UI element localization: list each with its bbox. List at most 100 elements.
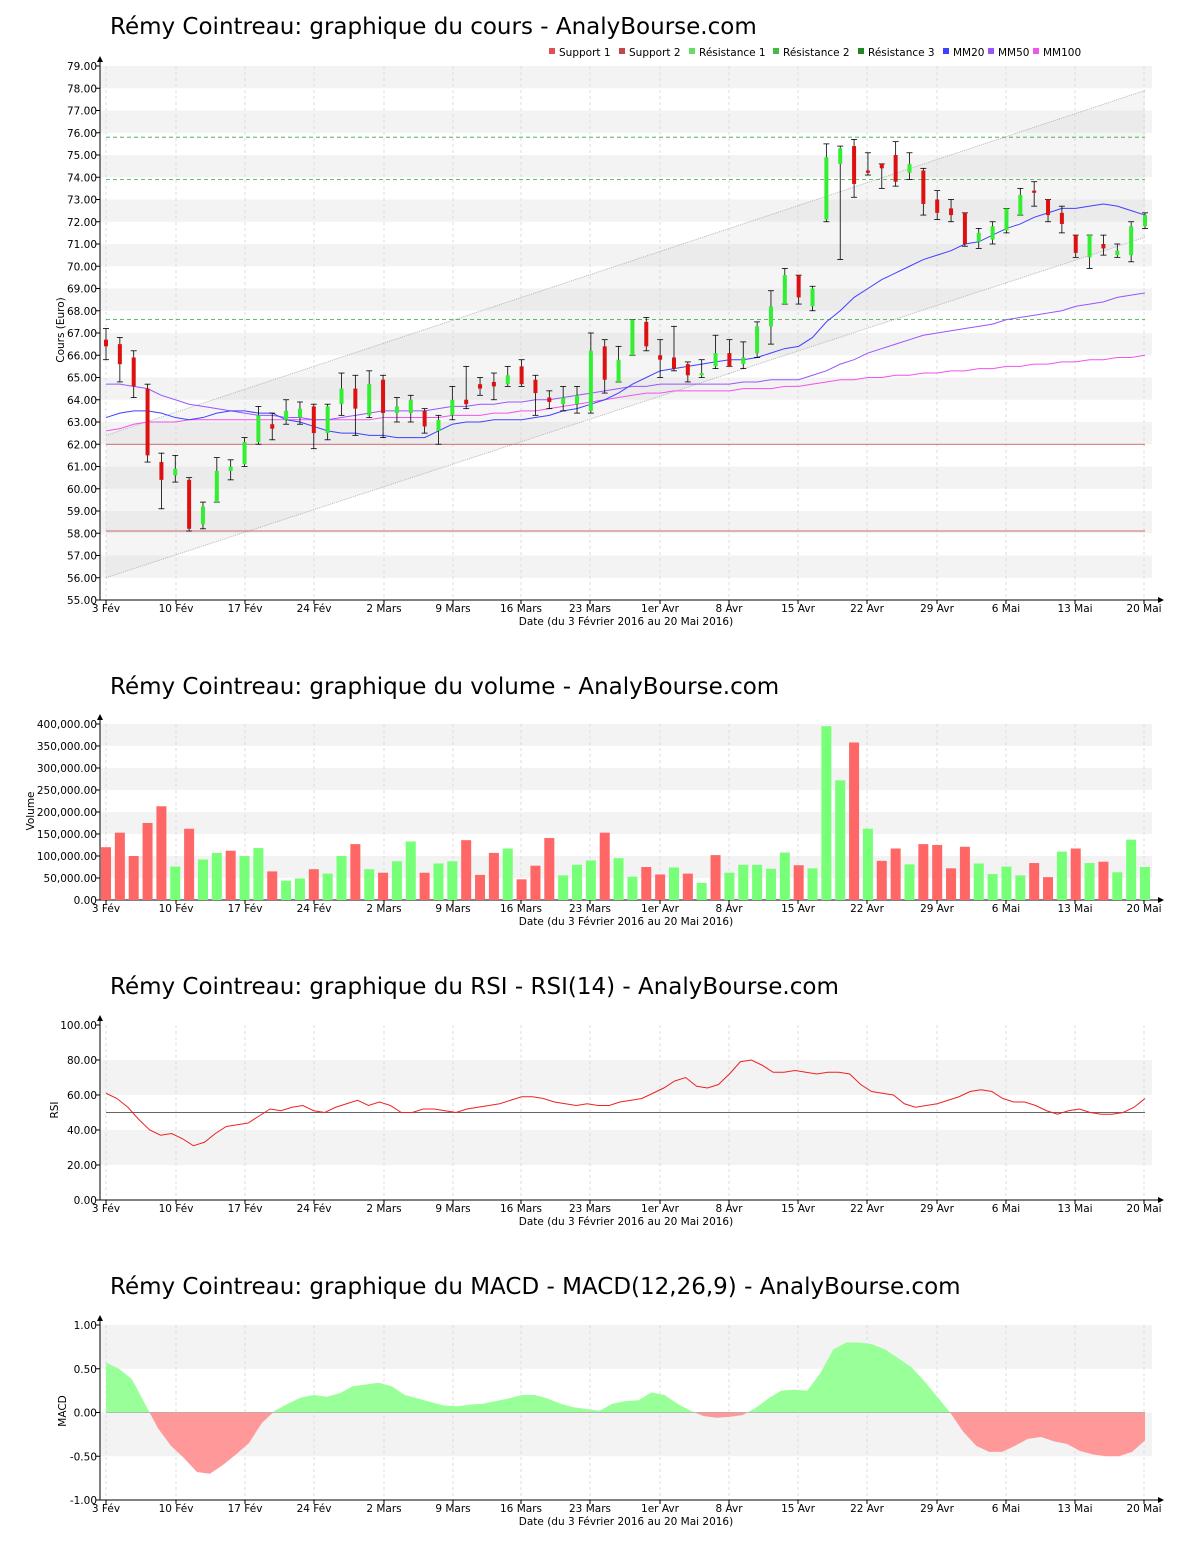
rsi-band bbox=[100, 1060, 1152, 1095]
volume-bar bbox=[225, 850, 236, 900]
volume-bar bbox=[793, 865, 804, 900]
volume-band bbox=[100, 812, 1152, 834]
price-candle-body bbox=[1073, 235, 1078, 253]
rsi-x-axis-label: Date (du 3 Février 2016 au 20 Mai 2016) bbox=[519, 1216, 733, 1228]
price-candle-body bbox=[630, 319, 635, 356]
price-candle-body bbox=[478, 384, 483, 389]
price-candle-body bbox=[1101, 244, 1106, 249]
rsi-y-tick-label: 40.00 bbox=[67, 1125, 97, 1137]
rsi-y-tick-label: 60.00 bbox=[67, 1090, 97, 1102]
volume-bar bbox=[267, 871, 278, 900]
price-candle-body bbox=[644, 321, 649, 347]
volume-y-tick-label: 150,000.00 bbox=[37, 829, 97, 841]
price-y-tick-label: 68.00 bbox=[67, 306, 97, 318]
volume-band bbox=[100, 724, 1152, 746]
macd-chart-title: Rémy Cointreau: graphique du MACD - MACD… bbox=[110, 1274, 961, 1300]
volume-bar bbox=[502, 848, 513, 900]
price-candle-body bbox=[1143, 215, 1147, 227]
price-candle-body bbox=[879, 163, 884, 169]
price-y-tick-label: 63.00 bbox=[67, 417, 97, 429]
volume-bar bbox=[724, 872, 735, 900]
volume-bar bbox=[849, 742, 860, 900]
price-channel-lower bbox=[105, 236, 1146, 579]
price-legend-label: Résistance 1 bbox=[699, 47, 766, 59]
price-legend-swatch bbox=[619, 48, 625, 54]
price-candle-body bbox=[159, 462, 164, 480]
rsi-x-tick-label: 13 Mai bbox=[1057, 1203, 1092, 1215]
rsi-y-axis-label: RSI bbox=[49, 1101, 61, 1118]
price-legend-swatch bbox=[689, 48, 695, 54]
volume-y-tick-label: 350,000.00 bbox=[37, 741, 97, 753]
price-y-tick-label: 76.00 bbox=[67, 128, 97, 140]
volume-bar bbox=[239, 856, 250, 900]
volume-bar bbox=[918, 844, 929, 900]
price-candle-body bbox=[810, 288, 815, 307]
macd-x-tick-label: 13 Mai bbox=[1057, 1503, 1092, 1515]
volume-bar bbox=[613, 858, 624, 900]
price-legend-swatch bbox=[858, 48, 864, 54]
price-candle-body bbox=[685, 364, 690, 376]
volume-band bbox=[100, 856, 1152, 878]
volume-x-tick-label: 17 Fév bbox=[228, 903, 263, 915]
price-candle-body bbox=[117, 344, 122, 365]
price-x-tick-label: 9 Mars bbox=[435, 603, 470, 615]
price-y-tick-label: 79.00 bbox=[67, 61, 97, 73]
price-candle-body bbox=[658, 355, 663, 360]
price-y-tick-label: 62.00 bbox=[67, 439, 97, 451]
price-candle-body bbox=[1059, 212, 1064, 224]
volume-bar bbox=[710, 855, 721, 900]
volume-x-tick-label: 22 Avr bbox=[850, 903, 884, 915]
volume-bar bbox=[1140, 867, 1150, 900]
macd-x-tick-label: 16 Mars bbox=[500, 1503, 542, 1515]
volume-x-tick-label: 1er Avr bbox=[641, 903, 680, 915]
price-legend-swatch bbox=[988, 48, 994, 54]
price-candle-body bbox=[367, 384, 372, 416]
volume-x-tick-label: 16 Mars bbox=[500, 903, 542, 915]
price-candle-body bbox=[104, 339, 108, 347]
price-candle-body bbox=[256, 415, 261, 443]
rsi-x-tick-label: 23 Mars bbox=[569, 1203, 611, 1215]
rsi-x-tick-label: 8 Avr bbox=[715, 1203, 743, 1215]
volume-bar bbox=[572, 864, 583, 900]
rsi-y-tick-label: 20.00 bbox=[67, 1160, 97, 1172]
price-candle-body bbox=[838, 148, 843, 164]
price-legend-label: MM20 bbox=[953, 47, 984, 59]
macd-x-tick-label: 15 Avr bbox=[781, 1503, 815, 1515]
macd-x-axis-label: Date (du 3 Février 2016 au 20 Mai 2016) bbox=[519, 1516, 733, 1528]
price-candle-body bbox=[865, 170, 870, 173]
volume-bar bbox=[114, 832, 125, 900]
rsi-x-tick-label: 9 Mars bbox=[435, 1203, 470, 1215]
macd-x-tick-label: 2 Mars bbox=[366, 1503, 401, 1515]
volume-bar bbox=[322, 873, 333, 900]
price-mm100-line bbox=[105, 354, 1146, 432]
price-candle-body bbox=[394, 406, 399, 414]
price-candle-body bbox=[381, 379, 386, 414]
volume-bar bbox=[308, 869, 319, 900]
volume-bar bbox=[1029, 863, 1040, 900]
price-legend-label: MM100 bbox=[1043, 47, 1081, 59]
volume-bar bbox=[391, 861, 402, 900]
price-legend-swatch bbox=[773, 48, 779, 54]
rsi-x-tick-label: 10 Fév bbox=[159, 1203, 194, 1215]
price-candle-body bbox=[824, 157, 829, 220]
price-x-axis-arrow bbox=[1158, 597, 1164, 603]
rsi-x-tick-label: 17 Fév bbox=[228, 1203, 263, 1215]
volume-y-tick-label: 200,000.00 bbox=[37, 807, 97, 819]
volume-bar bbox=[932, 845, 943, 900]
price-candle-body bbox=[464, 399, 469, 405]
price-legend-label: Résistance 3 bbox=[868, 47, 935, 59]
macd-x-tick-label: 20 Mai bbox=[1126, 1503, 1161, 1515]
price-y-tick-label: 58.00 bbox=[67, 528, 97, 540]
macd-plot-area: -1.00 -0.50 0.00 0.50 1.00 3 Fév 10 Fév 17 Fév 2… bbox=[70, 1315, 1164, 1515]
price-candle-body bbox=[450, 399, 455, 416]
volume-bar bbox=[156, 806, 167, 900]
price-candle-body bbox=[408, 399, 413, 414]
price-y-axis-arrow bbox=[97, 56, 103, 62]
price-candle-body bbox=[284, 410, 289, 420]
price-candle-body bbox=[602, 346, 607, 380]
price-x-tick-label: 2 Mars bbox=[366, 603, 401, 615]
price-candle-body bbox=[949, 208, 954, 216]
volume-bar bbox=[170, 866, 181, 900]
price-candle-body bbox=[561, 397, 566, 405]
volume-bar bbox=[599, 832, 610, 900]
